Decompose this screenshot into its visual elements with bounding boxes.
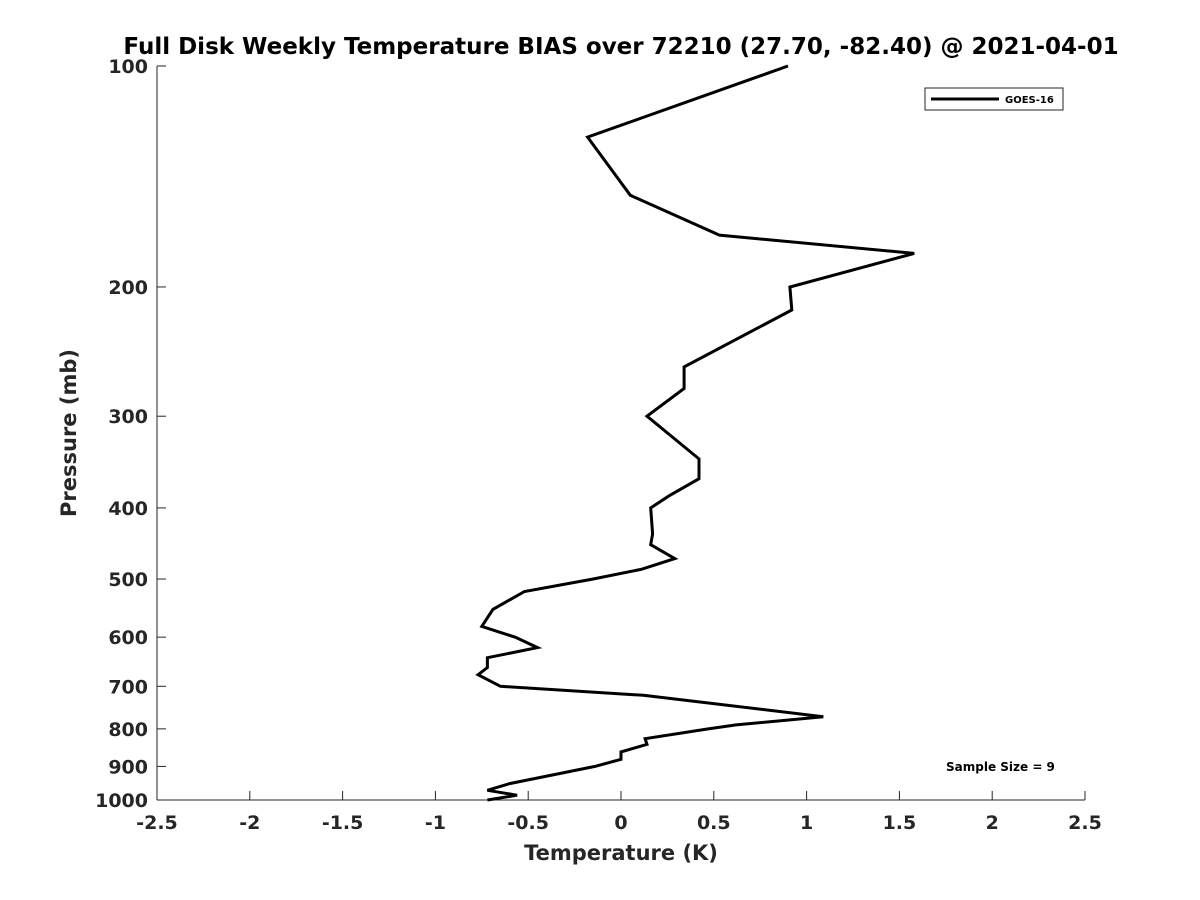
- series-line-goes-16: [475, 64, 915, 802]
- x-tick-label: -2: [239, 812, 260, 834]
- x-tick-label: 0: [614, 812, 627, 834]
- chart-title: Full Disk Weekly Temperature BIAS over 7…: [123, 34, 1118, 60]
- y-axis-label: Pressure (mb): [57, 349, 81, 517]
- y-ticks: 100 200 300 400 500 600 700 800 900 1000: [95, 56, 166, 812]
- y-tick-label: 800: [108, 719, 148, 741]
- y-tick-label: 500: [108, 569, 148, 591]
- y-tick-label: 700: [108, 676, 148, 698]
- x-tick-label: -0.5: [507, 812, 549, 834]
- sample-size-annotation: Sample Size = 9: [946, 760, 1055, 774]
- y-tick-label: 300: [108, 406, 148, 428]
- x-axis-label: Temperature (K): [524, 841, 718, 865]
- y-tick-label: 600: [108, 627, 148, 649]
- y-tick-label: 900: [108, 756, 148, 778]
- legend-label-goes16: GOES-16: [1005, 95, 1054, 106]
- x-tick-label: 2.5: [1068, 812, 1102, 834]
- y-tick-label: 1000: [95, 790, 148, 812]
- x-tick-label: 0.5: [697, 812, 731, 834]
- x-tick-label: -2.5: [136, 812, 178, 834]
- y-tick-label: 200: [108, 277, 148, 299]
- x-ticks: -2.5 -2 -1.5 -1 -0.5 0 0.5 1 1.5 2 2.5: [136, 791, 1102, 834]
- x-tick-label: -1: [425, 812, 446, 834]
- y-tick-label: 400: [108, 498, 148, 520]
- legend: GOES-16: [924, 87, 1064, 111]
- y-tick-label: 100: [108, 56, 148, 78]
- series-layer: [475, 64, 915, 802]
- x-tick-label: -1.5: [322, 812, 364, 834]
- x-tick-label: 2: [986, 812, 999, 834]
- x-tick-label: 1: [800, 812, 813, 834]
- x-tick-label: 1.5: [883, 812, 917, 834]
